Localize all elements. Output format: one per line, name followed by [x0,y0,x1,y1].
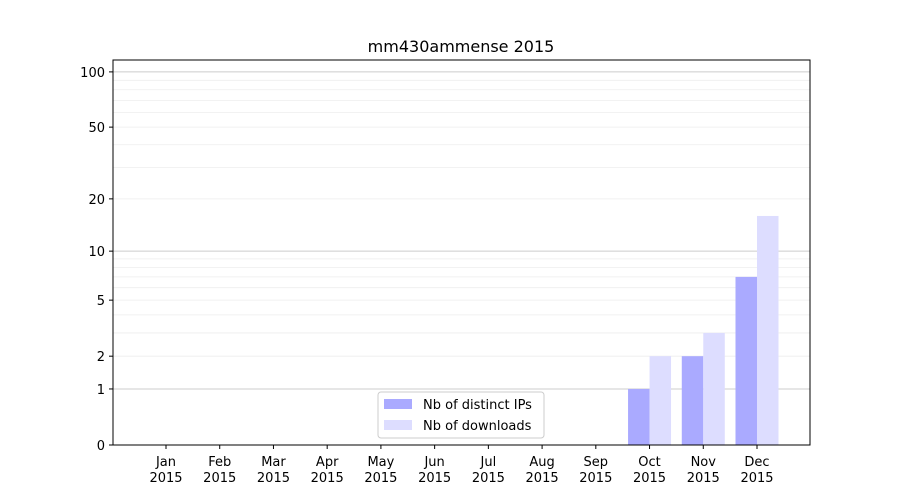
bar-distinct-ips [628,388,650,445]
y-tick-label: 20 [88,193,105,208]
legend-swatch [384,420,412,430]
x-tick-label: Mar 2015 [257,455,290,486]
bar-downloads [757,215,779,445]
x-tick-label: Jul 2015 [472,455,505,486]
x-tick-label: Jun 2015 [418,455,451,486]
x-tick-label: Jan 2015 [149,455,182,486]
chart-title: mm430ammense 2015 [368,37,555,56]
x-tick-label: Feb 2015 [203,455,236,486]
y-tick-label: 10 [88,245,105,260]
bar-downloads [703,332,725,445]
y-tick-label: 2 [97,350,105,365]
x-tick-label: Nov 2015 [687,455,720,486]
legend-box [377,391,545,439]
bar-downloads [649,356,672,445]
x-tick-label: Aug 2015 [526,455,559,486]
y-tick-label: 50 [88,121,105,136]
bar-distinct-ips [735,276,757,445]
y-tick-label: 100 [80,66,105,81]
legend: Nb of distinct IPs Nb of downloads [377,391,545,439]
y-tick-label: 1 [97,383,105,398]
plot-frame [112,59,811,446]
y-tick-label: 5 [97,294,105,309]
x-tick-label: Sep 2015 [579,455,612,486]
y-tick-label: 0 [97,439,105,454]
x-tick-label: Dec 2015 [740,455,773,486]
x-tick-label: May 2015 [364,455,397,486]
x-tick-label: Apr 2015 [311,455,344,486]
legend-label: Nb of distinct IPs [423,398,532,413]
legend-swatch [384,399,412,409]
legend-label: Nb of downloads [423,419,532,434]
x-tick-label: Oct 2015 [633,455,666,486]
bar-distinct-ips [681,356,704,445]
